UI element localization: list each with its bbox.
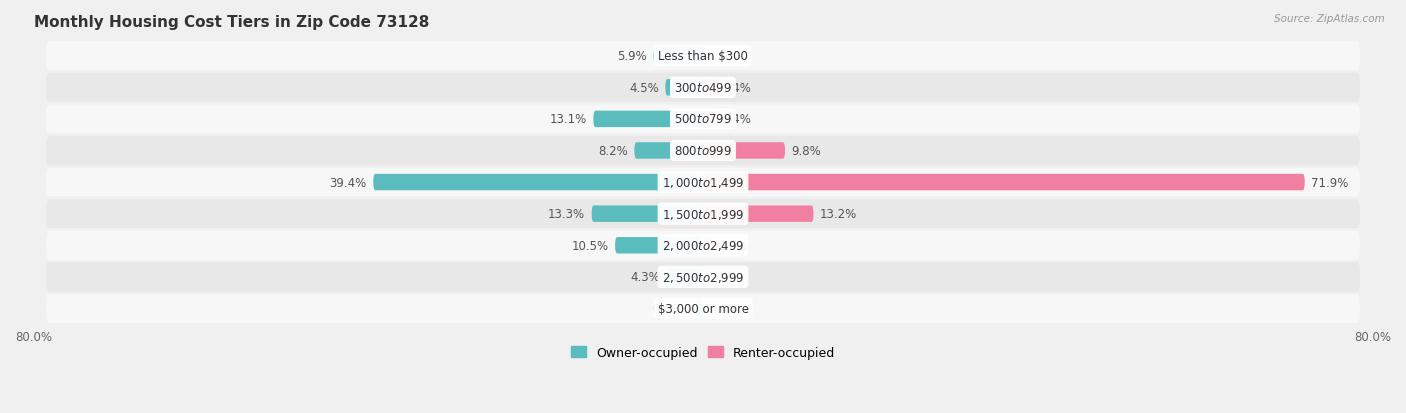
FancyBboxPatch shape	[46, 137, 1360, 166]
FancyBboxPatch shape	[46, 231, 1360, 260]
FancyBboxPatch shape	[665, 80, 703, 96]
FancyBboxPatch shape	[703, 112, 714, 128]
FancyBboxPatch shape	[46, 42, 1360, 71]
FancyBboxPatch shape	[666, 269, 703, 285]
Text: $2,000 to $2,499: $2,000 to $2,499	[662, 239, 744, 253]
Text: 0.0%: 0.0%	[710, 271, 740, 284]
FancyBboxPatch shape	[703, 143, 785, 159]
FancyBboxPatch shape	[703, 206, 814, 222]
Text: 39.4%: 39.4%	[329, 176, 367, 189]
Legend: Owner-occupied, Renter-occupied: Owner-occupied, Renter-occupied	[567, 341, 839, 363]
Text: $1,000 to $1,499: $1,000 to $1,499	[662, 176, 744, 190]
FancyBboxPatch shape	[593, 112, 703, 128]
Text: 13.3%: 13.3%	[548, 208, 585, 221]
FancyBboxPatch shape	[46, 199, 1360, 229]
FancyBboxPatch shape	[46, 168, 1360, 197]
FancyBboxPatch shape	[634, 143, 703, 159]
FancyBboxPatch shape	[703, 237, 713, 254]
Text: 0.0%: 0.0%	[710, 50, 740, 63]
FancyBboxPatch shape	[373, 174, 703, 191]
Text: $1,500 to $1,999: $1,500 to $1,999	[662, 207, 744, 221]
FancyBboxPatch shape	[696, 301, 703, 317]
Text: 8.2%: 8.2%	[598, 145, 627, 158]
Text: 1.4%: 1.4%	[721, 82, 751, 95]
Text: $500 to $799: $500 to $799	[673, 113, 733, 126]
Text: 13.1%: 13.1%	[550, 113, 586, 126]
FancyBboxPatch shape	[654, 48, 703, 65]
Text: $800 to $999: $800 to $999	[673, 145, 733, 158]
FancyBboxPatch shape	[46, 294, 1360, 323]
Text: Monthly Housing Cost Tiers in Zip Code 73128: Monthly Housing Cost Tiers in Zip Code 7…	[34, 15, 429, 30]
Text: Source: ZipAtlas.com: Source: ZipAtlas.com	[1274, 14, 1385, 24]
Text: 13.2%: 13.2%	[820, 208, 858, 221]
FancyBboxPatch shape	[46, 263, 1360, 292]
Text: $2,500 to $2,999: $2,500 to $2,999	[662, 270, 744, 284]
Text: 0.86%: 0.86%	[652, 302, 689, 315]
Text: Less than $300: Less than $300	[658, 50, 748, 63]
Text: 1.4%: 1.4%	[721, 113, 751, 126]
Text: 0.0%: 0.0%	[710, 302, 740, 315]
Text: 10.5%: 10.5%	[571, 239, 609, 252]
FancyBboxPatch shape	[703, 174, 1305, 191]
Text: $3,000 or more: $3,000 or more	[658, 302, 748, 315]
Text: $300 to $499: $300 to $499	[673, 82, 733, 95]
Text: 9.8%: 9.8%	[792, 145, 821, 158]
Text: 4.3%: 4.3%	[630, 271, 661, 284]
FancyBboxPatch shape	[46, 74, 1360, 102]
FancyBboxPatch shape	[592, 206, 703, 222]
Text: 71.9%: 71.9%	[1312, 176, 1348, 189]
Text: 5.9%: 5.9%	[617, 50, 647, 63]
FancyBboxPatch shape	[616, 237, 703, 254]
Text: 1.1%: 1.1%	[718, 239, 749, 252]
FancyBboxPatch shape	[703, 80, 714, 96]
FancyBboxPatch shape	[46, 105, 1360, 134]
Text: 4.5%: 4.5%	[628, 82, 658, 95]
